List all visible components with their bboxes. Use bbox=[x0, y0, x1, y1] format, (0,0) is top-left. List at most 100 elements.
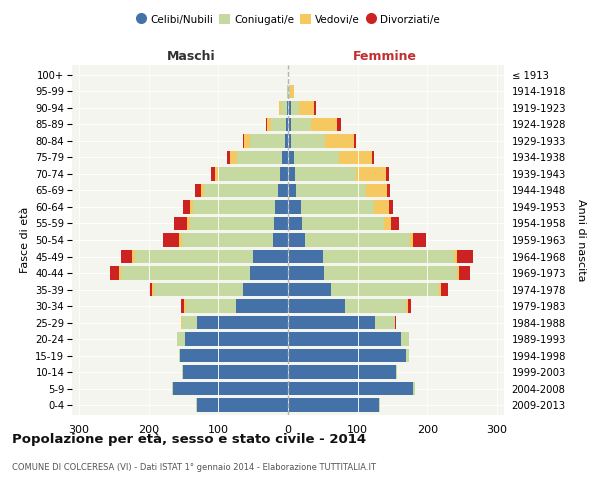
Bar bbox=[184, 300, 185, 313]
Bar bbox=[227, 150, 230, 164]
Bar bbox=[279, 101, 281, 114]
Bar bbox=[149, 283, 152, 296]
Bar bbox=[287, 84, 288, 98]
Bar bbox=[288, 283, 331, 296]
Bar bbox=[410, 233, 413, 247]
Bar bbox=[172, 382, 173, 396]
Bar bbox=[290, 84, 293, 98]
Bar bbox=[325, 134, 354, 147]
Bar bbox=[391, 216, 400, 230]
Bar bbox=[375, 316, 395, 330]
Bar bbox=[291, 101, 299, 114]
Bar bbox=[374, 200, 389, 214]
Y-axis label: Anni di nascita: Anni di nascita bbox=[575, 198, 586, 281]
Bar bbox=[266, 118, 267, 131]
Bar bbox=[286, 118, 288, 131]
Bar bbox=[373, 150, 374, 164]
Bar bbox=[215, 167, 218, 180]
Bar bbox=[243, 134, 244, 147]
Bar bbox=[288, 150, 293, 164]
Bar bbox=[244, 134, 250, 147]
Legend: Celibi/Nubili, Coniugati/e, Vedovi/e, Divorziati/e: Celibi/Nubili, Coniugati/e, Vedovi/e, Di… bbox=[131, 10, 445, 29]
Bar bbox=[345, 300, 406, 313]
Bar bbox=[401, 332, 409, 346]
Bar bbox=[457, 266, 459, 280]
Bar bbox=[288, 84, 289, 98]
Bar bbox=[288, 382, 413, 396]
Text: Femmine: Femmine bbox=[353, 50, 417, 64]
Bar bbox=[180, 349, 288, 362]
Bar bbox=[366, 184, 387, 197]
Bar bbox=[179, 349, 180, 362]
Bar bbox=[190, 200, 193, 214]
Bar bbox=[439, 283, 440, 296]
Bar bbox=[305, 233, 410, 247]
Bar bbox=[288, 366, 396, 379]
Bar bbox=[197, 316, 288, 330]
Bar bbox=[354, 134, 356, 147]
Bar bbox=[296, 184, 366, 197]
Bar bbox=[121, 266, 250, 280]
Bar bbox=[288, 300, 345, 313]
Bar bbox=[278, 184, 288, 197]
Bar bbox=[324, 266, 457, 280]
Bar bbox=[190, 216, 274, 230]
Bar bbox=[454, 250, 457, 264]
Bar bbox=[288, 266, 324, 280]
Bar bbox=[236, 300, 288, 313]
Bar bbox=[287, 101, 288, 114]
Bar bbox=[110, 266, 119, 280]
Bar bbox=[301, 200, 374, 214]
Bar bbox=[135, 250, 253, 264]
Text: COMUNE DI COLCERESA (VI) - Dati ISTAT 1° gennaio 2014 - Elaborazione TUTTITALIA.: COMUNE DI COLCERESA (VI) - Dati ISTAT 1°… bbox=[12, 462, 376, 471]
Bar bbox=[292, 118, 311, 131]
Bar bbox=[288, 349, 406, 362]
Bar bbox=[197, 398, 288, 412]
Bar bbox=[119, 266, 121, 280]
Bar bbox=[299, 101, 314, 114]
Bar bbox=[289, 84, 290, 98]
Bar bbox=[176, 332, 185, 346]
Bar bbox=[132, 250, 135, 264]
Bar bbox=[356, 167, 386, 180]
Bar bbox=[288, 200, 301, 214]
Bar bbox=[185, 300, 236, 313]
Bar bbox=[379, 398, 380, 412]
Bar bbox=[193, 200, 275, 214]
Text: Popolazione per età, sesso e stato civile - 2014: Popolazione per età, sesso e stato civil… bbox=[12, 432, 366, 446]
Bar bbox=[272, 233, 288, 247]
Bar bbox=[182, 366, 184, 379]
Bar bbox=[237, 150, 283, 164]
Bar bbox=[384, 216, 391, 230]
Bar bbox=[274, 216, 288, 230]
Bar bbox=[185, 332, 288, 346]
Bar bbox=[275, 200, 288, 214]
Bar bbox=[201, 184, 205, 197]
Bar bbox=[183, 200, 190, 214]
Bar bbox=[386, 167, 389, 180]
Bar bbox=[314, 101, 316, 114]
Bar bbox=[311, 118, 337, 131]
Bar bbox=[288, 167, 295, 180]
Bar bbox=[288, 233, 305, 247]
Bar bbox=[218, 167, 280, 180]
Bar bbox=[339, 150, 373, 164]
Bar bbox=[196, 184, 201, 197]
Bar bbox=[163, 233, 179, 247]
Bar bbox=[288, 184, 296, 197]
Bar bbox=[288, 216, 302, 230]
Bar bbox=[230, 150, 237, 164]
Bar bbox=[267, 118, 271, 131]
Bar bbox=[205, 184, 278, 197]
Bar bbox=[154, 283, 243, 296]
Bar bbox=[187, 216, 190, 230]
Bar bbox=[459, 266, 470, 280]
Bar bbox=[184, 366, 288, 379]
Bar bbox=[331, 283, 439, 296]
Bar bbox=[179, 233, 182, 247]
Bar bbox=[182, 233, 272, 247]
Bar bbox=[243, 283, 288, 296]
Bar bbox=[284, 134, 288, 147]
Bar bbox=[211, 167, 215, 180]
Bar bbox=[288, 332, 401, 346]
